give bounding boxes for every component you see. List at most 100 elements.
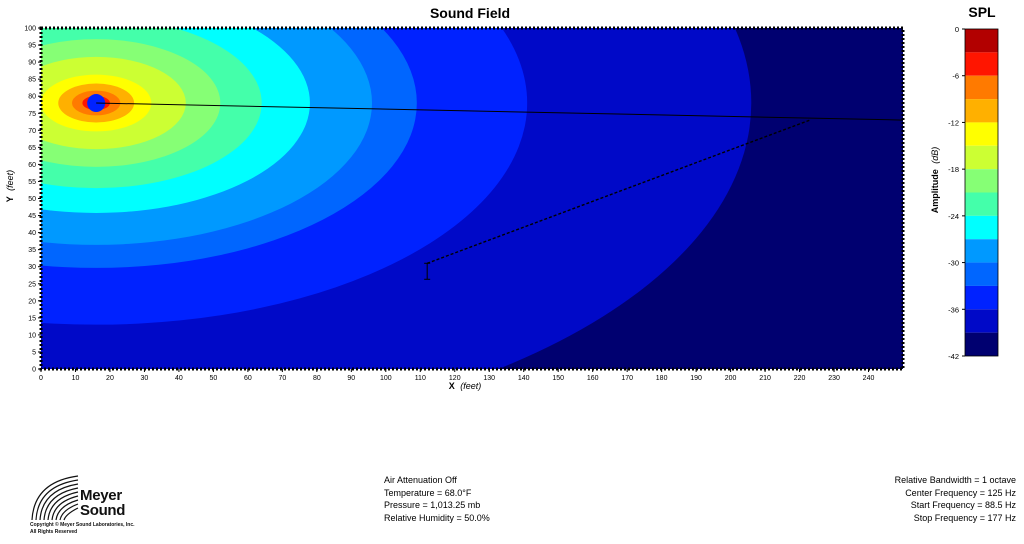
colorbar-band — [965, 332, 998, 356]
y-tick-label: 20 — [28, 298, 36, 305]
colorbar-band — [965, 122, 998, 146]
colorbar-band — [965, 239, 998, 263]
colorbar-band — [965, 169, 998, 193]
y-tick-label: 0 — [32, 367, 36, 374]
y-tick-label: 10 — [28, 332, 36, 339]
y-tick-label: 95 — [28, 43, 36, 50]
setting-start-frequency: Start Frequency = 88.5 Hz — [910, 500, 1016, 511]
x-tick-label: 30 — [141, 375, 149, 382]
colorbar-band — [965, 145, 998, 170]
setting-stop-frequency: Stop Frequency = 177 Hz — [913, 512, 1016, 523]
colorbar-tick-label: -12 — [948, 118, 959, 127]
x-axis-title: X — [449, 381, 455, 391]
colorbar-band — [965, 99, 998, 123]
x-tick-label: 70 — [278, 375, 286, 382]
x-tick-label: 10 — [72, 375, 80, 382]
x-tick-label: 200 — [725, 375, 737, 382]
y-tick-label: 30 — [28, 264, 36, 271]
colorbar-frame — [964, 28, 999, 357]
y-tick-label: 70 — [28, 128, 36, 135]
sound-field-chart: Sound Field 0 10 20 30 40 50 60 70 80 90 100 110 120… — [5, 4, 999, 391]
meyer-sound-logo: Meyer Sound Copyright © Meyer Sound Labo… — [30, 472, 140, 536]
y-tick-label: 100 — [24, 26, 36, 33]
x-tick-label: 60 — [244, 375, 252, 382]
x-tick-label: 40 — [175, 375, 183, 382]
measurement-line — [426, 119, 811, 264]
frequency-settings: Relative Bandwidth = 1 octave Center Fre… — [895, 474, 1016, 524]
y-tick-label: 90 — [28, 60, 36, 67]
y-tick-label: 45 — [28, 213, 36, 220]
y-tick-label: 5 — [32, 349, 36, 356]
x-tick-label: 50 — [210, 375, 218, 382]
x-axis-label: X (feet) — [449, 381, 482, 391]
y-tick-label: 50 — [28, 196, 36, 203]
atmosphere-settings: Air Attenuation Off Temperature = 68.0°F… — [384, 474, 490, 524]
colorbar-tick-label: -24 — [948, 212, 959, 221]
setting-pressure: Pressure = 1,013.25 mb — [384, 500, 481, 511]
y-tick-label: 85 — [28, 77, 36, 84]
y-tick-label: 35 — [28, 247, 36, 254]
colorbar-tick-label: -18 — [948, 165, 959, 174]
y-tick-label: 65 — [28, 145, 36, 152]
x-tick-label: 120 — [449, 375, 461, 382]
y-tick-label: 60 — [28, 162, 36, 169]
x-tick-label: 180 — [656, 375, 668, 382]
x-tick-label: 220 — [794, 375, 806, 382]
colorbar-band — [965, 285, 998, 310]
colorbar-band — [965, 52, 998, 76]
colorbar-tick-label: -30 — [948, 259, 959, 268]
x-tick-label: 130 — [483, 375, 495, 382]
overlay — [96, 102, 904, 280]
y-tick-label: 25 — [28, 281, 36, 288]
copyright-line-2: All Rights Reserved — [30, 528, 78, 535]
colorbar-band — [965, 215, 998, 240]
x-tick-label: 150 — [552, 375, 564, 382]
colorbar-tick-label: 0 — [955, 25, 959, 34]
x-tick-label: 100 — [380, 375, 392, 382]
logo-arcs-icon — [31, 475, 79, 521]
spl-contours — [41, 28, 752, 369]
logo-line-1: Meyer — [80, 487, 122, 504]
colorbar-tick-label: -36 — [948, 305, 959, 314]
colorbar-label: Amplitude (dB) — [930, 147, 940, 214]
logo-wordmark: Meyer Sound — [80, 488, 125, 518]
colorbar-band — [965, 29, 998, 53]
chart-title: Sound Field — [430, 5, 510, 21]
logo-copyright: Copyright © Meyer Sound Laboratories, In… — [30, 522, 135, 535]
y-tick-label: 55 — [28, 179, 36, 186]
colorbar-label-text: Amplitude — [930, 169, 940, 213]
x-tick-label: 170 — [621, 375, 633, 382]
setting-center-frequency: Center Frequency = 125 Hz — [905, 487, 1016, 498]
colorbar-title: SPL — [968, 4, 996, 20]
colorbar-band — [965, 75, 998, 100]
x-tick-label: 190 — [690, 375, 702, 382]
x-tick-label: 210 — [759, 375, 771, 382]
aim-line — [96, 102, 904, 121]
x-tick-label: 90 — [347, 375, 355, 382]
copyright-line-1: Copyright © Meyer Sound Laboratories, In… — [30, 522, 135, 528]
x-tick-label: 20 — [106, 375, 114, 382]
setting-relative-bandwidth: Relative Bandwidth = 1 octave — [894, 475, 1016, 485]
x-tick-label: 160 — [587, 375, 599, 382]
spl-colorbar: 0 -6 -12 -18 -24 -30 -36 -42 — [948, 25, 999, 361]
setting-temperature: Temperature = 68.0°F — [384, 487, 472, 498]
logo-line-2: Sound — [80, 502, 126, 519]
x-tick-label: 80 — [313, 375, 321, 382]
colorbar-band — [965, 309, 998, 333]
x-tick-label: 110 — [415, 375, 426, 382]
y-tick-label: 80 — [28, 94, 36, 101]
x-tick-label: 240 — [863, 375, 875, 382]
x-tick-label: 0 — [39, 375, 43, 382]
colorbar-band — [965, 192, 998, 216]
spl-heatmap — [41, 28, 903, 369]
x-axis-unit: (feet) — [460, 381, 481, 391]
colorbar-tick-label: -42 — [948, 352, 959, 361]
colorbar-label-unit: (dB) — [930, 147, 940, 164]
y-axis-title: Y — [5, 196, 15, 202]
y-axis-unit: (feet) — [5, 170, 15, 191]
y-axis-label: Y (feet) — [5, 170, 15, 202]
y-tick-label: 75 — [28, 111, 36, 118]
plot-frame — [39, 26, 905, 371]
y-tick-label: 15 — [28, 315, 36, 322]
x-tick-label: 140 — [518, 375, 530, 382]
